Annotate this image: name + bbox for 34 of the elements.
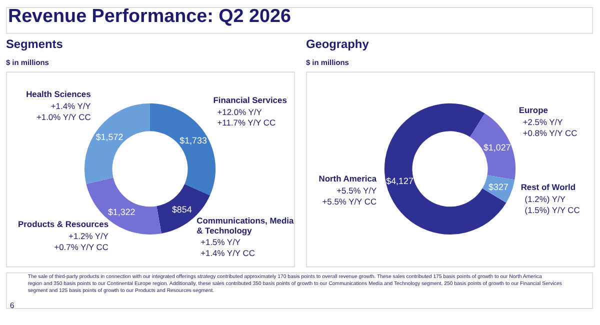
text: +0.8% Y/Y CC [522, 128, 578, 138]
text: (1.5%) Y/Y CC [524, 204, 580, 215]
slice-label: Financial Services [213, 94, 288, 105]
data-label: $1,027 [483, 142, 511, 153]
chart-title: Segments [6, 37, 64, 52]
text: +5.5% Y/Y CC [322, 196, 377, 206]
data-label: $1,733 [180, 136, 207, 146]
text: 6 [10, 301, 15, 310]
data-label: $854 [172, 204, 192, 215]
donut-slice [150, 103, 216, 196]
text: +1.5% Y/Y [200, 237, 241, 248]
data-label: $1,322 [108, 207, 136, 218]
text: +1.4% Y/Y CC [200, 248, 255, 258]
text: +5.5% Y/Y [336, 185, 377, 196]
slice-label: North America [318, 174, 377, 184]
slice-label: Communications, Media & Technology [196, 215, 294, 236]
text: +1.0% Y/Y CC [36, 112, 91, 122]
slice-label: Health Sciences [26, 89, 92, 100]
chart-title: Geography [306, 37, 370, 52]
data-label: $327 [488, 182, 508, 192]
data-label: $4,127 [386, 176, 414, 186]
text: +0.7% Y/Y CC [54, 242, 109, 252]
text: +1.4% Y/Y [50, 101, 92, 112]
text: +12.0% Y/Y [217, 106, 262, 117]
slice-label: Products & Resources [18, 219, 109, 230]
text: +11.7% Y/Y CC [217, 118, 276, 128]
text: +2.5% Y/Y [522, 117, 564, 128]
slice-label: Europe [518, 105, 548, 116]
text: (1.2%) Y/Y [524, 194, 566, 204]
text: +1.2% Y/Y [68, 230, 109, 241]
donut-slice [470, 113, 516, 180]
text: Revenue Performance: Q2 2026 [8, 4, 291, 26]
data-label: $1,572 [96, 132, 124, 142]
slice-label: Rest of World [520, 182, 576, 192]
